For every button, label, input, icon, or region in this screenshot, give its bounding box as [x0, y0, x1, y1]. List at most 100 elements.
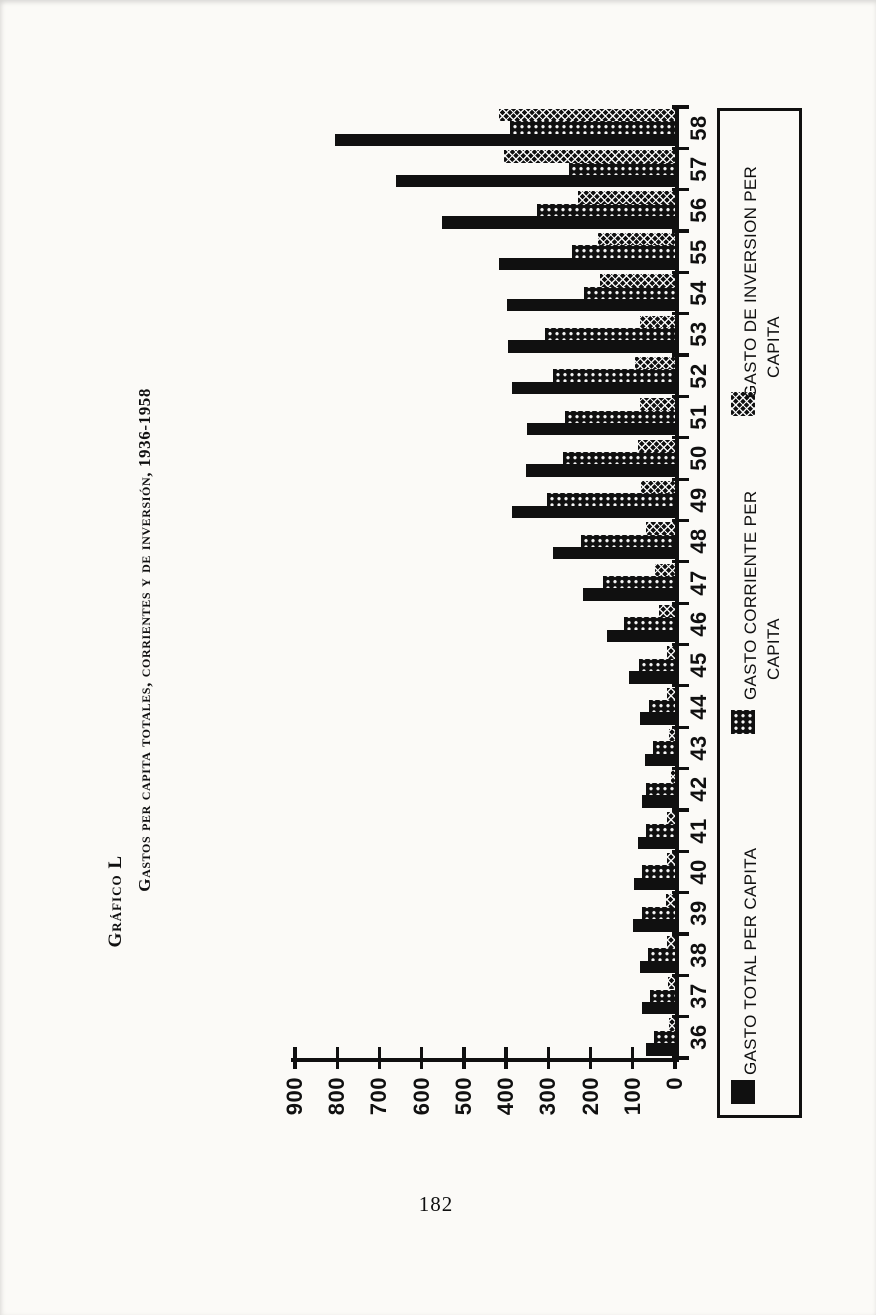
bar-inversion-1949 — [641, 480, 675, 494]
year-label-1950: 50 — [686, 445, 711, 472]
bar-corriente-1949 — [547, 493, 675, 506]
bar-total-1939 — [632, 919, 675, 932]
bar-total-1938 — [640, 960, 675, 973]
legend-label-inversion: GASTO DE INVERSION PER CAPITA — [739, 158, 785, 398]
bar-total-1958 — [334, 133, 675, 146]
bar-inversion-1953 — [639, 315, 675, 328]
year-label-1937: 37 — [686, 983, 711, 1009]
year-label-1958: 58 — [686, 114, 711, 141]
bar-corriente-1958 — [510, 121, 675, 134]
year-tick — [672, 1056, 689, 1060]
bar-total-1954 — [506, 298, 675, 312]
bar-inversion-1948 — [646, 522, 675, 535]
bar-inversion-1945 — [666, 646, 675, 659]
chart-legend-box — [717, 108, 802, 1118]
year-tick — [672, 105, 689, 109]
legend-swatch-total — [731, 1080, 755, 1104]
bar-total-1942 — [642, 795, 675, 808]
year-tick — [672, 146, 689, 150]
bar-inversion-1940 — [666, 853, 675, 866]
year-tick — [672, 932, 689, 936]
year-label-1941: 41 — [686, 817, 711, 844]
year-tick — [672, 684, 689, 688]
year-label-1951: 51 — [686, 404, 711, 430]
year-label-1949: 49 — [686, 487, 711, 513]
year-label-1956: 56 — [686, 197, 711, 224]
year-tick — [672, 766, 689, 771]
bar-total-1946 — [606, 629, 675, 643]
figure-title: Gastos per capita totales, corrientes y … — [135, 388, 154, 892]
bar-corriente-1937 — [649, 989, 675, 1002]
year-label-1948: 48 — [686, 528, 711, 554]
bar-corriente-1947 — [603, 576, 675, 589]
year-label-1957: 57 — [686, 156, 711, 182]
bar-inversion-1946 — [658, 604, 675, 618]
bar-inversion-1937 — [667, 977, 675, 990]
year-label-1939: 39 — [686, 900, 711, 927]
legend-label-line: GASTO CORRIENTE PER — [741, 490, 760, 700]
bar-corriente-1936 — [653, 1030, 675, 1044]
bar-inversion-1956 — [577, 191, 675, 204]
bar-inversion-1950 — [637, 439, 675, 452]
bar-inversion-1936 — [668, 1018, 675, 1031]
bar-total-1957 — [396, 174, 675, 188]
bar-inversion-1943 — [669, 729, 675, 742]
year-label-1945: 45 — [686, 652, 711, 678]
bar-total-1940 — [634, 877, 675, 891]
year-tick — [672, 601, 689, 605]
category-axis-line — [675, 105, 679, 1062]
bar-corriente-1938 — [647, 948, 675, 961]
bar-inversion-1957 — [504, 150, 675, 163]
year-tick — [672, 312, 689, 316]
bar-total-1941 — [637, 836, 675, 849]
bar-corriente-1956 — [536, 203, 675, 217]
legend-label-line: GASTO TOTAL PER CAPITA — [741, 847, 760, 1075]
legend-swatch-inversion — [731, 392, 755, 416]
year-label-1938: 38 — [686, 941, 711, 968]
bar-corriente-1945 — [638, 658, 675, 672]
bar-total-1944 — [639, 712, 675, 725]
bar-corriente-1948 — [581, 534, 675, 548]
bar-inversion-1951 — [639, 398, 675, 411]
year-tick — [672, 642, 689, 647]
value-axis-line — [291, 1058, 679, 1062]
bar-inversion-1952 — [634, 356, 675, 370]
value-label-500: 500 — [450, 1077, 476, 1116]
value-label-200: 200 — [577, 1077, 603, 1116]
bar-total-1952 — [512, 381, 675, 395]
bar-total-1951 — [527, 423, 675, 436]
bar-inversion-1942 — [670, 770, 675, 783]
bar-corriente-1946 — [623, 617, 675, 630]
year-tick — [672, 188, 689, 192]
bar-corriente-1941 — [645, 824, 675, 837]
bar-inversion-1958 — [499, 108, 675, 122]
value-label-0: 0 — [662, 1077, 687, 1090]
year-label-1954: 54 — [686, 280, 711, 306]
bar-inversion-1947 — [654, 563, 675, 577]
bar-total-1948 — [552, 547, 675, 560]
year-label-1936: 36 — [686, 1024, 711, 1051]
bar-inversion-1941 — [667, 811, 675, 825]
bar-corriente-1943 — [653, 741, 675, 754]
year-tick — [672, 353, 689, 357]
value-label-100: 100 — [619, 1077, 645, 1116]
year-label-1943: 43 — [686, 735, 711, 761]
year-label-1947: 47 — [686, 569, 711, 596]
bar-total-1945 — [628, 671, 675, 684]
bar-corriente-1954 — [583, 286, 675, 299]
bar-inversion-1939 — [666, 894, 675, 907]
bar-corriente-1953 — [544, 327, 675, 341]
year-tick — [672, 849, 689, 853]
bar-total-1949 — [512, 505, 675, 519]
bar-inversion-1944 — [666, 687, 675, 701]
year-tick — [672, 560, 689, 564]
legend-label-line: CAPITA — [764, 618, 783, 680]
bar-total-1947 — [582, 588, 675, 601]
year-tick — [672, 477, 689, 481]
bar-corriente-1942 — [646, 782, 675, 796]
page-number: 182 — [418, 1192, 454, 1216]
bar-corriente-1951 — [565, 410, 675, 424]
value-label-900: 900 — [282, 1077, 307, 1116]
bar-inversion-1954 — [599, 274, 675, 287]
bar-corriente-1944 — [649, 700, 675, 713]
